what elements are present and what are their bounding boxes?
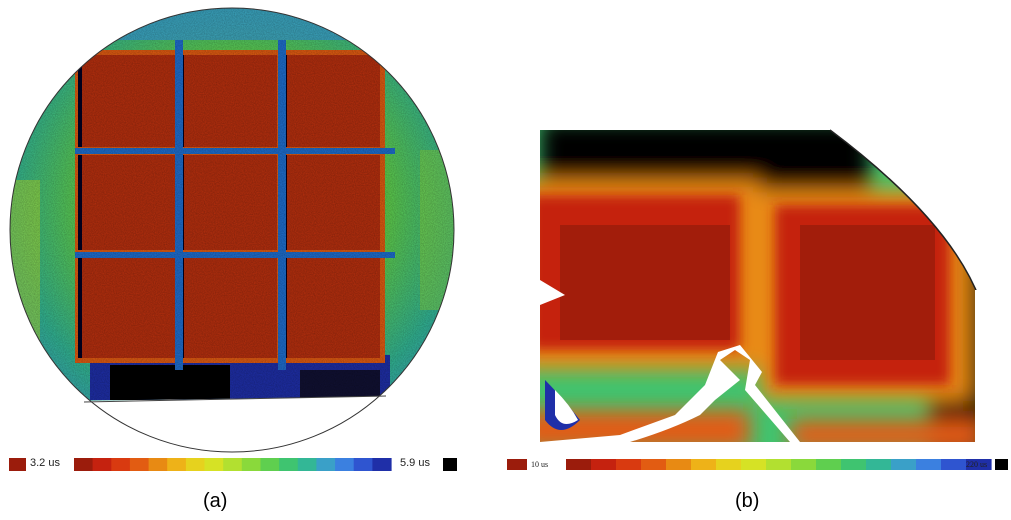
scale-color-step [74, 458, 94, 471]
panel-caption-b: (b) [735, 490, 760, 512]
scale-color-step [185, 458, 206, 471]
scale-color-step [241, 458, 261, 471]
scale-max-label: 220 us [966, 460, 988, 469]
scale-color-step [372, 458, 392, 471]
colorscale-bar-a [9, 458, 457, 471]
scale-max-label: 5.9 us [400, 457, 430, 469]
scale-color-step [666, 459, 692, 470]
scale-color-step [297, 458, 317, 471]
panel-caption-a: (a) [203, 490, 228, 512]
scale-color-step [966, 459, 992, 470]
panel-a: 3.2 us 5.9 us (a) [0, 0, 470, 520]
scale-color-step [316, 458, 336, 471]
scale-color-step [941, 459, 967, 470]
scale-color-step [591, 459, 617, 470]
scale-color-step [916, 459, 942, 470]
scale-color-step [223, 458, 243, 471]
scale-color-step [148, 458, 168, 471]
scale-color-step [204, 458, 224, 471]
scale-color-step [92, 458, 112, 471]
scale-min-swatch [507, 459, 527, 470]
colorscale-bar-b [507, 459, 1008, 470]
scale-color-step [741, 459, 767, 470]
scale-color-step [260, 458, 280, 471]
scale-color-step [279, 458, 299, 471]
scale-max-swatch [995, 459, 1008, 470]
scale-color-step [616, 459, 642, 470]
scale-min-label: 3.2 us [30, 457, 60, 469]
scale-color-step [841, 459, 867, 470]
scale-color-step [111, 458, 131, 471]
scale-color-step [866, 459, 892, 470]
scale-max-swatch [443, 458, 457, 471]
panel-b: 10 us 220 us (b) [500, 0, 1011, 520]
scale-color-step [566, 459, 592, 470]
scale-min-swatch [9, 458, 26, 471]
scale-color-step [891, 459, 917, 470]
scale-color-step [167, 458, 187, 471]
scale-color-step [129, 458, 150, 471]
wafer-lifetime-map-b [540, 129, 985, 445]
scale-color-step [816, 459, 842, 470]
scale-color-step [353, 458, 373, 471]
scale-color-step [691, 459, 717, 470]
scale-color-step [766, 459, 792, 470]
scale-color-step [716, 459, 742, 470]
scale-color-step [335, 458, 355, 471]
scale-color-step [641, 459, 667, 470]
scale-min-label: 10 us [531, 460, 549, 469]
scale-color-step [791, 459, 817, 470]
wafer-lifetime-map-a [9, 7, 455, 453]
